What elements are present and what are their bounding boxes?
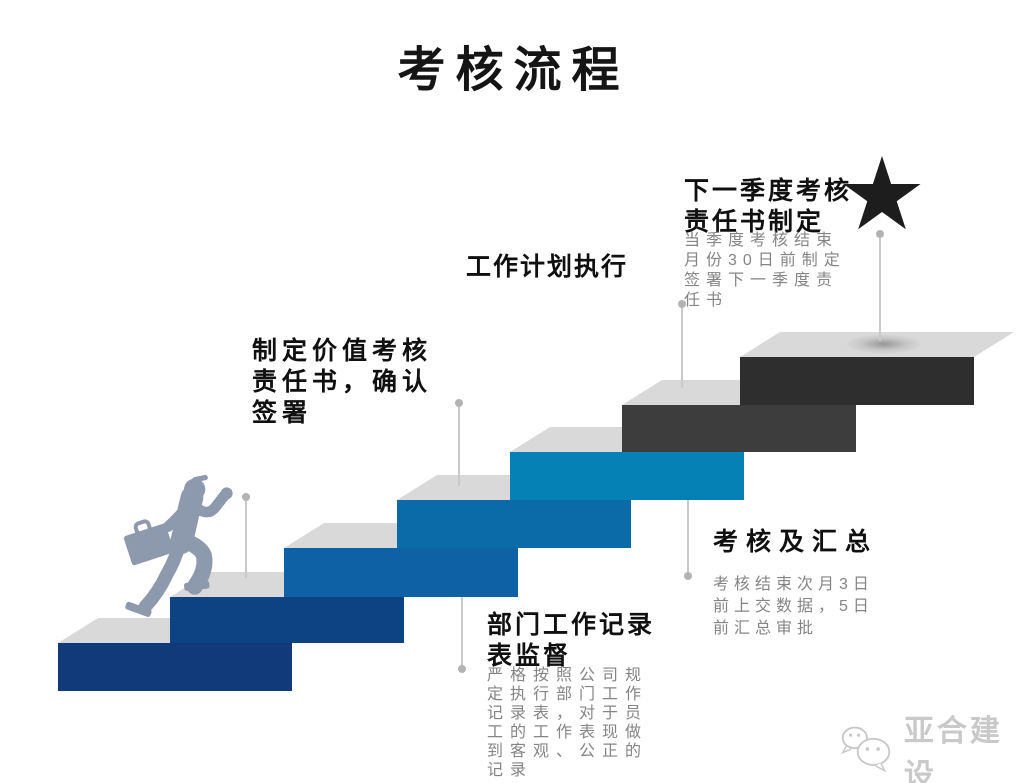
connector-line xyxy=(681,308,683,388)
brand-text: 亚合建设 xyxy=(903,715,1003,783)
stage4-title: 考核及汇总 xyxy=(713,528,879,556)
watermark: 亚合建设 xyxy=(838,706,1027,783)
connector-line xyxy=(879,238,881,341)
stage4-detail: 考核结束次月3日 前上交数据，5日 前汇总审批 xyxy=(713,576,874,637)
top-step-spot-shadow xyxy=(845,334,923,354)
stair-step-4-front xyxy=(397,500,631,548)
connector-dot xyxy=(455,399,463,407)
stage5-title: 下一季度考核 责任书制定 xyxy=(684,177,853,236)
connector-dot xyxy=(684,572,692,580)
connector-dot xyxy=(876,230,884,238)
connector-dot xyxy=(458,665,466,673)
star-icon xyxy=(843,156,921,230)
stair-step-5-front xyxy=(510,452,744,500)
stair-step-2-front xyxy=(170,597,404,643)
stair-step-7-front xyxy=(740,357,974,405)
wechat-icon xyxy=(840,726,891,773)
stage1-title: 制定价值考核 责任书，确认 签署 xyxy=(252,337,433,427)
climber-icon xyxy=(123,474,233,617)
stage2-detail: 严格按照公司规 定执行部门工作 记录表，对于员 工的工作表现做 到客观、公正的 … xyxy=(487,667,649,779)
stair-step-3-front xyxy=(284,548,518,597)
connector-dot xyxy=(678,300,686,308)
page-title: 考核流程 xyxy=(397,44,630,97)
stage5-detail: 当季度考核结束 月份30日前制定 签署下一季度责 任书 xyxy=(684,232,846,309)
stage2-title: 部门工作记录 表监督 xyxy=(487,611,656,670)
connector-dot xyxy=(242,493,250,501)
connector-line xyxy=(245,501,247,578)
stair-step-6-front xyxy=(622,405,856,452)
connector-line xyxy=(461,597,463,665)
connector-line xyxy=(458,407,460,486)
connector-line xyxy=(687,500,689,572)
stage3-title: 工作计划执行 xyxy=(466,253,629,281)
stair-step-1-front xyxy=(58,643,292,691)
